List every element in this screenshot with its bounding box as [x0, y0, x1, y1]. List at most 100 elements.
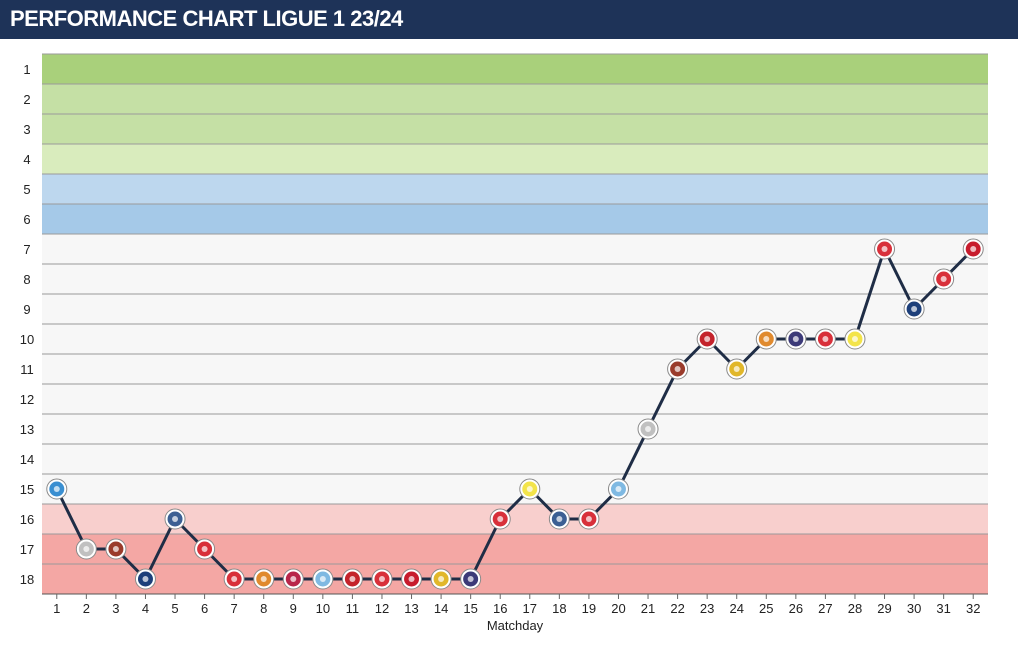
opponent-marker — [548, 508, 570, 530]
marker-center — [763, 336, 770, 342]
y-tick-label: 3 — [23, 122, 30, 137]
x-tick-label: 13 — [404, 601, 418, 616]
x-tick-label: 26 — [789, 601, 803, 616]
y-tick-label: 8 — [23, 272, 30, 287]
marker-center — [881, 246, 888, 252]
opponent-marker — [312, 568, 334, 590]
x-tick-label: 12 — [375, 601, 389, 616]
x-tick-label: 23 — [700, 601, 714, 616]
opponent-marker — [755, 328, 777, 350]
marker-center — [201, 546, 208, 552]
opponent-marker — [460, 568, 482, 590]
marker-center — [585, 516, 592, 522]
title-bar: PERFORMANCE CHART LIGUE 1 23/24 — [0, 0, 1018, 39]
y-tick-label: 10 — [20, 332, 34, 347]
x-tick-label: 6 — [201, 601, 208, 616]
marker-center — [408, 576, 415, 582]
marker-center — [645, 426, 652, 432]
position-bands — [42, 54, 988, 594]
marker-center — [674, 366, 681, 372]
x-tick-label: 9 — [290, 601, 297, 616]
opponent-marker — [933, 268, 955, 290]
x-tick-label: 21 — [641, 601, 655, 616]
x-axis-label: Matchday — [487, 618, 544, 633]
opponent-marker — [726, 358, 748, 380]
band-7 — [42, 504, 988, 534]
y-tick-label: 5 — [23, 182, 30, 197]
marker-center — [970, 246, 977, 252]
opponent-marker — [105, 538, 127, 560]
x-tick-label: 24 — [729, 601, 743, 616]
x-tick-label: 22 — [670, 601, 684, 616]
x-tick-label: 28 — [848, 601, 862, 616]
opponent-marker — [194, 538, 216, 560]
y-tick-label: 14 — [20, 452, 34, 467]
opponent-marker — [489, 508, 511, 530]
marker-center — [83, 546, 90, 552]
x-tick-label: 29 — [877, 601, 891, 616]
marker-center — [378, 576, 385, 582]
x-tick-label: 11 — [346, 601, 360, 616]
marker-center — [911, 306, 918, 312]
x-tick-label: 15 — [463, 601, 477, 616]
x-tick-label: 1 — [53, 601, 60, 616]
x-tick-label: 32 — [966, 601, 980, 616]
x-tick-label: 25 — [759, 601, 773, 616]
y-tick-label: 18 — [20, 572, 34, 587]
opponent-marker — [874, 238, 896, 260]
marker-center — [704, 336, 711, 342]
opponent-marker — [75, 538, 97, 560]
marker-center — [851, 336, 858, 342]
opponent-marker — [696, 328, 718, 350]
opponent-marker — [282, 568, 304, 590]
x-tick-label: 7 — [231, 601, 238, 616]
opponent-marker — [430, 568, 452, 590]
opponent-marker — [164, 508, 186, 530]
marker-center — [792, 336, 799, 342]
y-tick-label: 6 — [23, 212, 30, 227]
x-tick-label: 4 — [142, 601, 149, 616]
band-5 — [42, 204, 988, 234]
band-1 — [42, 54, 988, 84]
y-tick-label: 2 — [23, 92, 30, 107]
x-tick-label: 20 — [611, 601, 625, 616]
x-tick-label: 17 — [523, 601, 537, 616]
x-axis-ticks: 1 2 3 4 5 6 7 8 9 10 11 12 13 14 15 16 17 18 19 20 21 22 23 24 2… — [53, 594, 980, 616]
y-tick-label: 4 — [23, 152, 30, 167]
x-tick-label: 2 — [83, 601, 90, 616]
band-3 — [42, 144, 988, 174]
marker-center — [231, 576, 238, 582]
x-tick-label: 3 — [112, 601, 119, 616]
marker-center — [290, 576, 297, 582]
marker-center — [260, 576, 267, 582]
x-tick-label: 14 — [434, 601, 448, 616]
y-tick-label: 13 — [20, 422, 34, 437]
marker-center — [940, 276, 947, 282]
marker-center — [319, 576, 326, 582]
opponent-marker — [814, 328, 836, 350]
opponent-marker — [844, 328, 866, 350]
opponent-marker — [253, 568, 275, 590]
opponent-marker — [578, 508, 600, 530]
y-tick-label: 7 — [23, 242, 30, 257]
opponent-marker — [341, 568, 363, 590]
x-tick-label: 10 — [316, 601, 330, 616]
opponent-marker — [962, 238, 984, 260]
x-tick-label: 18 — [552, 601, 566, 616]
opponent-marker — [134, 568, 156, 590]
y-tick-label: 12 — [20, 392, 34, 407]
band-4 — [42, 174, 988, 204]
x-tick-label: 8 — [260, 601, 267, 616]
opponent-marker — [401, 568, 423, 590]
opponent-marker — [223, 568, 245, 590]
marker-center — [53, 486, 60, 492]
x-tick-label: 27 — [818, 601, 832, 616]
y-tick-label: 1 — [23, 62, 30, 77]
opponent-marker — [785, 328, 807, 350]
x-tick-label: 31 — [936, 601, 950, 616]
marker-center — [467, 576, 474, 582]
opponent-marker — [637, 418, 659, 440]
opponent-marker — [46, 478, 68, 500]
